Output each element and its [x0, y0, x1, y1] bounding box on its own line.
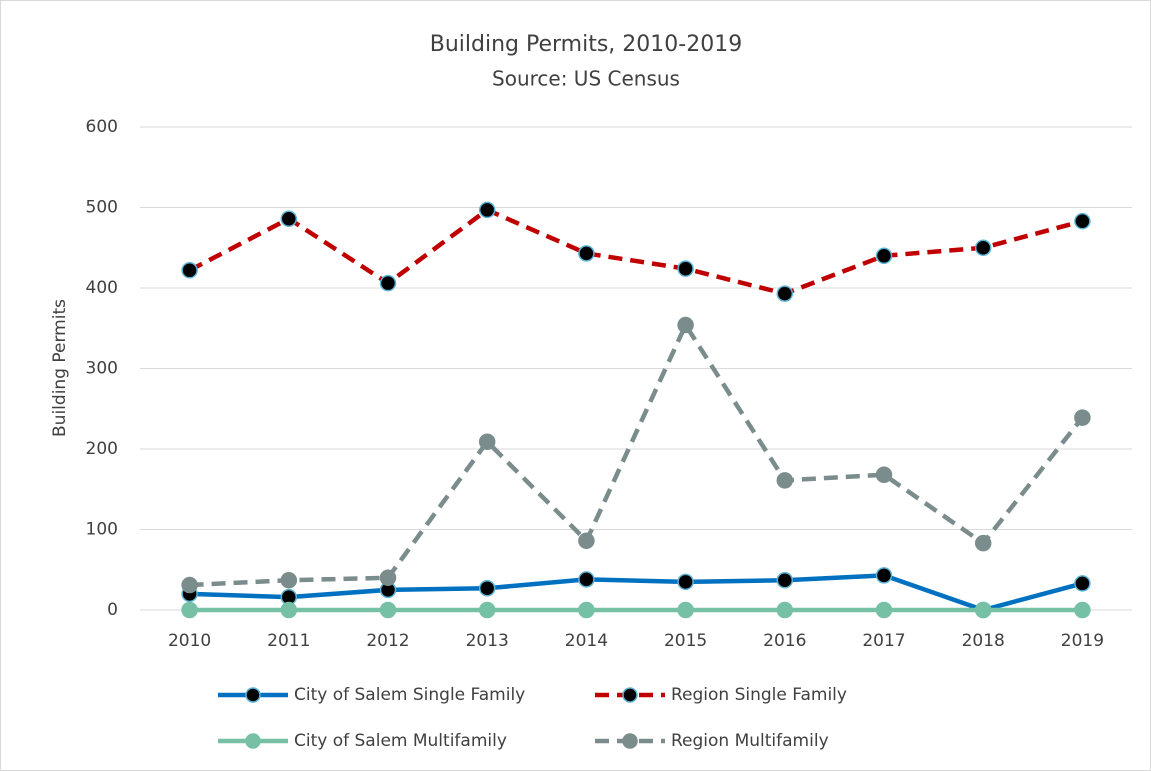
data-point — [776, 601, 794, 619]
legend-label: City of Salem Multifamily — [294, 731, 507, 751]
data-point — [478, 433, 496, 451]
y-tick-label: 100 — [86, 520, 118, 540]
legend-label: Region Single Family — [671, 685, 847, 705]
data-point — [379, 274, 397, 292]
x-tick-label: 2015 — [664, 631, 707, 651]
legend-marker — [245, 733, 261, 749]
data-point — [776, 571, 794, 589]
data-point — [974, 601, 992, 619]
data-point — [379, 569, 397, 587]
x-tick-label: 2011 — [267, 631, 310, 651]
data-point — [677, 601, 694, 619]
data-point — [280, 571, 298, 589]
legend-label: Region Multifamily — [671, 731, 829, 751]
data-point — [1074, 409, 1091, 426]
data-point — [875, 601, 893, 619]
data-point — [578, 601, 595, 619]
x-tick-label: 2016 — [763, 631, 806, 651]
y-tick-label: 400 — [86, 278, 118, 298]
legend-label: City of Salem Single Family — [294, 685, 525, 705]
data-point — [1074, 601, 1091, 619]
x-tick-label: 2014 — [565, 631, 608, 651]
y-tick-label: 300 — [86, 359, 118, 379]
series-line — [189, 573, 1083, 613]
data-point — [181, 262, 198, 279]
data-point — [776, 472, 794, 489]
x-tick-label: 2012 — [366, 631, 409, 651]
chart-subtitle: Source: US Census — [492, 67, 680, 91]
legend-marker — [622, 687, 638, 703]
data-point — [478, 601, 496, 619]
legend-marker — [622, 733, 638, 749]
data-point — [280, 210, 298, 228]
series-line — [188, 207, 1083, 296]
data-point — [1074, 212, 1091, 230]
data-point — [677, 260, 694, 277]
x-tick-label: 2013 — [466, 631, 509, 651]
data-point — [875, 567, 893, 584]
data-point — [478, 580, 496, 597]
legend-marker — [245, 687, 261, 703]
y-tick-label: 600 — [86, 117, 118, 137]
x-tick-label: 2019 — [1061, 631, 1104, 651]
data-point — [280, 601, 298, 619]
y-tick-label: 500 — [86, 198, 118, 218]
data-point — [974, 534, 992, 552]
data-point — [875, 466, 893, 484]
x-tick-label: 2018 — [962, 631, 1005, 651]
series-line — [189, 320, 1085, 588]
y-axis-label: Building Permits — [50, 299, 70, 437]
data-point — [974, 239, 992, 256]
data-point — [578, 245, 595, 262]
data-point — [181, 576, 198, 594]
y-tick-label: 200 — [86, 439, 118, 459]
data-point — [875, 247, 893, 265]
data-point — [1074, 575, 1091, 592]
y-tick-label: 0 — [107, 600, 118, 620]
data-point — [181, 601, 198, 619]
x-tick-label: 2017 — [862, 631, 905, 651]
chart-title: Building Permits, 2010-2019 — [430, 32, 742, 57]
x-tick-label: 2010 — [168, 631, 211, 651]
data-point — [776, 285, 794, 302]
data-point — [578, 532, 595, 550]
data-point — [578, 571, 595, 588]
data-point — [478, 201, 496, 219]
data-point — [677, 316, 694, 334]
data-point — [677, 573, 694, 591]
data-point — [379, 601, 397, 619]
